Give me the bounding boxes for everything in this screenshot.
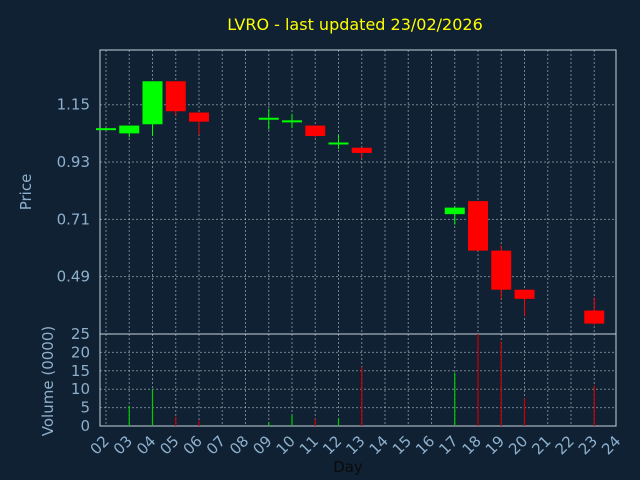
candle: [444, 206, 465, 225]
volume-grid: [100, 334, 616, 426]
volume-panel-frame: [99, 333, 617, 427]
candle-body: [584, 310, 605, 324]
price-y-tick-label: 0.93: [57, 153, 90, 171]
price-grid: [100, 50, 616, 334]
candle: [142, 81, 163, 136]
candle: [328, 134, 349, 150]
candle-body: [514, 289, 535, 299]
candle: [119, 125, 140, 138]
price-y-tick-label: 0.71: [57, 210, 90, 228]
volume-axis-label: Volume (0000): [39, 326, 57, 436]
candles: [96, 81, 605, 325]
candle: [165, 81, 186, 116]
candle: [258, 108, 279, 130]
volume-y-tick-label: 10: [71, 380, 90, 398]
candle-body: [142, 81, 163, 125]
volume-y-tick-label: 5: [80, 399, 90, 417]
candle: [491, 245, 512, 299]
candle-body: [119, 125, 140, 134]
volume-bars: [128, 334, 595, 426]
candle-body: [351, 147, 372, 153]
price-y-tick-label: 0.49: [57, 268, 90, 286]
x-tick-label: 24: [598, 432, 624, 458]
candle-body: [305, 125, 326, 136]
candle-body: [468, 201, 488, 251]
chart-title: LVRO - last updated 23/02/2026: [227, 15, 483, 34]
candle-body: [258, 117, 279, 120]
candle: [514, 289, 535, 316]
candle: [189, 112, 209, 135]
candle-body: [328, 142, 349, 145]
candle-body: [96, 128, 116, 131]
candle-body: [491, 250, 512, 290]
candle: [468, 201, 488, 251]
candle: [305, 125, 326, 138]
price-y-tick-labels: 1.15 0.93 0.71 0.49: [57, 96, 90, 286]
candle-body: [282, 120, 302, 123]
candle: [584, 297, 605, 325]
candle: [282, 113, 302, 129]
price-axis-label: Price: [17, 174, 35, 211]
candle: [96, 128, 116, 131]
candle-body: [189, 112, 209, 122]
x-tick-labels: 0203040506070809101112131415161718192021…: [87, 432, 625, 458]
volume-y-tick-label: 15: [71, 362, 90, 380]
volume-y-tick-label: 25: [71, 325, 90, 343]
x-axis-label: Day: [333, 458, 363, 476]
volume-y-tick-label: 0: [80, 417, 90, 435]
volume-y-tick-label: 20: [71, 343, 90, 361]
candle: [351, 147, 372, 159]
price-y-tick-label: 1.15: [57, 96, 90, 114]
candle-body: [444, 207, 465, 215]
candle-body: [165, 81, 186, 112]
